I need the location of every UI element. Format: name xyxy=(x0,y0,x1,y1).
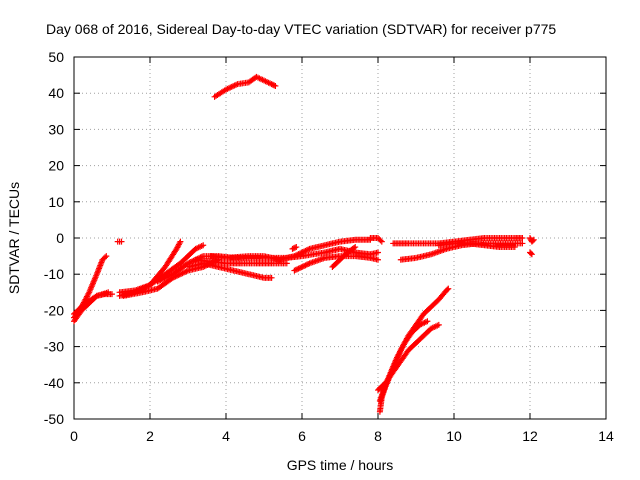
data-points xyxy=(71,73,537,415)
y-tick-label: 30 xyxy=(48,121,64,137)
data-point xyxy=(528,251,535,258)
data-point xyxy=(179,270,186,277)
data-point xyxy=(294,251,301,258)
data-point xyxy=(350,244,357,251)
x-tick-label: 14 xyxy=(598,428,614,444)
data-point xyxy=(378,238,385,245)
data-point xyxy=(511,244,518,251)
y-tick-label: -30 xyxy=(44,339,64,355)
data-point xyxy=(435,321,442,328)
data-point xyxy=(302,247,309,254)
data-point xyxy=(305,260,312,267)
data-point xyxy=(303,247,310,254)
data-point xyxy=(527,250,534,257)
data-point xyxy=(444,286,451,293)
data-point xyxy=(109,291,115,298)
x-tick-label: 12 xyxy=(522,428,538,444)
data-point xyxy=(157,277,164,284)
data-point xyxy=(140,285,147,292)
y-tick-label: -40 xyxy=(44,375,64,391)
x-tick-label: 2 xyxy=(146,428,154,444)
data-point xyxy=(530,236,537,243)
data-point xyxy=(295,265,302,272)
y-tick-label: 10 xyxy=(48,194,64,210)
y-axis-label: SDTVAR / TECUs xyxy=(6,182,22,294)
data-point xyxy=(182,268,189,275)
data-point xyxy=(292,244,299,251)
data-point xyxy=(272,82,279,89)
y-tick-label: 20 xyxy=(48,158,64,174)
data-point xyxy=(102,254,109,261)
data-point xyxy=(200,242,207,249)
x-tick-label: 8 xyxy=(374,428,382,444)
data-point xyxy=(377,237,384,244)
y-tick-label: -50 xyxy=(44,411,64,427)
data-point xyxy=(375,249,381,256)
data-point xyxy=(178,270,185,277)
data-point xyxy=(302,262,309,269)
data-point xyxy=(105,289,112,296)
data-point xyxy=(299,249,306,256)
data-point xyxy=(180,269,187,276)
data-point xyxy=(158,276,165,283)
axis-ticks: 0 2 4 6 8 10 12 14 50 40 30 20 10 0 -10 -20 -30 -40 -50 xyxy=(44,49,614,444)
data-point xyxy=(424,318,431,325)
data-point xyxy=(161,275,168,282)
x-tick-label: 0 xyxy=(70,428,78,444)
chart-title: Day 068 of 2016, Sidereal Day-to-day VTE… xyxy=(46,21,556,37)
data-point xyxy=(303,261,310,268)
data-point xyxy=(296,264,303,271)
data-point xyxy=(519,235,526,241)
data-point xyxy=(268,274,275,281)
data-point xyxy=(165,273,172,280)
data-point xyxy=(183,268,190,275)
data-point xyxy=(162,274,169,281)
data-point xyxy=(164,273,171,280)
data-point xyxy=(155,277,162,284)
data-point xyxy=(519,240,526,247)
data-point xyxy=(298,249,305,256)
grid xyxy=(74,57,606,419)
data-point xyxy=(299,263,306,270)
y-tick-label: -20 xyxy=(44,302,64,318)
y-tick-label: 50 xyxy=(48,49,64,65)
data-point xyxy=(352,244,359,251)
data-point xyxy=(283,260,290,267)
data-point xyxy=(118,238,125,245)
data-point xyxy=(445,285,452,292)
data-point xyxy=(293,244,300,251)
data-point xyxy=(298,264,305,271)
y-tick-label: 40 xyxy=(48,85,64,101)
data-point xyxy=(305,246,312,253)
data-point xyxy=(295,251,302,258)
x-tick-label: 6 xyxy=(298,428,306,444)
data-point xyxy=(177,238,184,245)
data-point xyxy=(301,262,308,269)
y-tick-label: -10 xyxy=(44,266,64,282)
data-point xyxy=(301,248,308,255)
data-point xyxy=(167,272,174,279)
data-point xyxy=(292,266,299,273)
x-tick-label: 10 xyxy=(446,428,462,444)
data-point xyxy=(292,252,299,259)
data-point xyxy=(271,82,278,89)
data-point xyxy=(294,266,301,273)
data-point xyxy=(529,237,536,244)
data-point xyxy=(154,278,161,285)
data-point xyxy=(103,253,110,260)
data-point xyxy=(160,275,167,282)
data-point xyxy=(291,253,298,260)
x-tick-label: 4 xyxy=(222,428,230,444)
data-point xyxy=(296,250,303,257)
data-point xyxy=(291,267,298,274)
y-tick-label: 0 xyxy=(56,230,64,246)
x-axis-label: GPS time / hours xyxy=(287,457,394,473)
data-point xyxy=(375,256,381,263)
